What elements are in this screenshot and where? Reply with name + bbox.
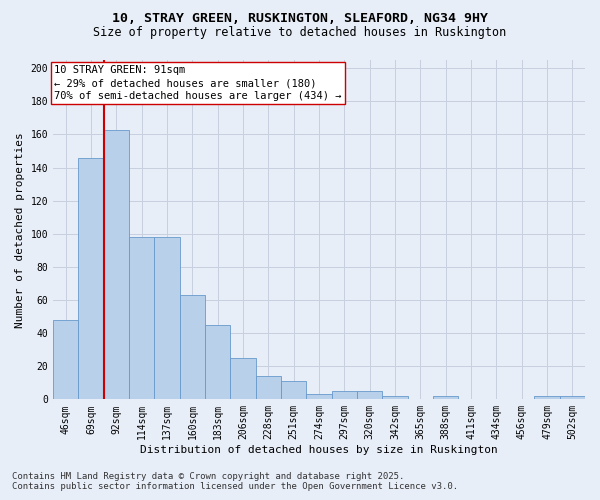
Text: 10 STRAY GREEN: 91sqm
← 29% of detached houses are smaller (180)
70% of semi-det: 10 STRAY GREEN: 91sqm ← 29% of detached … xyxy=(55,65,342,102)
Text: Contains HM Land Registry data © Crown copyright and database right 2025.: Contains HM Land Registry data © Crown c… xyxy=(12,472,404,481)
Bar xyxy=(205,325,230,400)
Bar xyxy=(332,391,357,400)
Bar xyxy=(256,376,281,400)
Bar xyxy=(535,396,560,400)
Bar xyxy=(53,320,79,400)
Text: Size of property relative to detached houses in Ruskington: Size of property relative to detached ho… xyxy=(94,26,506,39)
Bar xyxy=(307,394,332,400)
Text: Contains public sector information licensed under the Open Government Licence v3: Contains public sector information licen… xyxy=(12,482,458,491)
Bar xyxy=(357,391,382,400)
Y-axis label: Number of detached properties: Number of detached properties xyxy=(15,132,25,328)
Bar xyxy=(179,295,205,400)
Text: 10, STRAY GREEN, RUSKINGTON, SLEAFORD, NG34 9HY: 10, STRAY GREEN, RUSKINGTON, SLEAFORD, N… xyxy=(112,12,488,26)
X-axis label: Distribution of detached houses by size in Ruskington: Distribution of detached houses by size … xyxy=(140,445,498,455)
Bar xyxy=(79,158,104,400)
Bar xyxy=(433,396,458,400)
Bar xyxy=(154,237,179,400)
Bar xyxy=(129,237,154,400)
Bar xyxy=(104,130,129,400)
Bar xyxy=(230,358,256,400)
Bar xyxy=(382,396,407,400)
Bar xyxy=(560,396,585,400)
Bar xyxy=(281,381,307,400)
